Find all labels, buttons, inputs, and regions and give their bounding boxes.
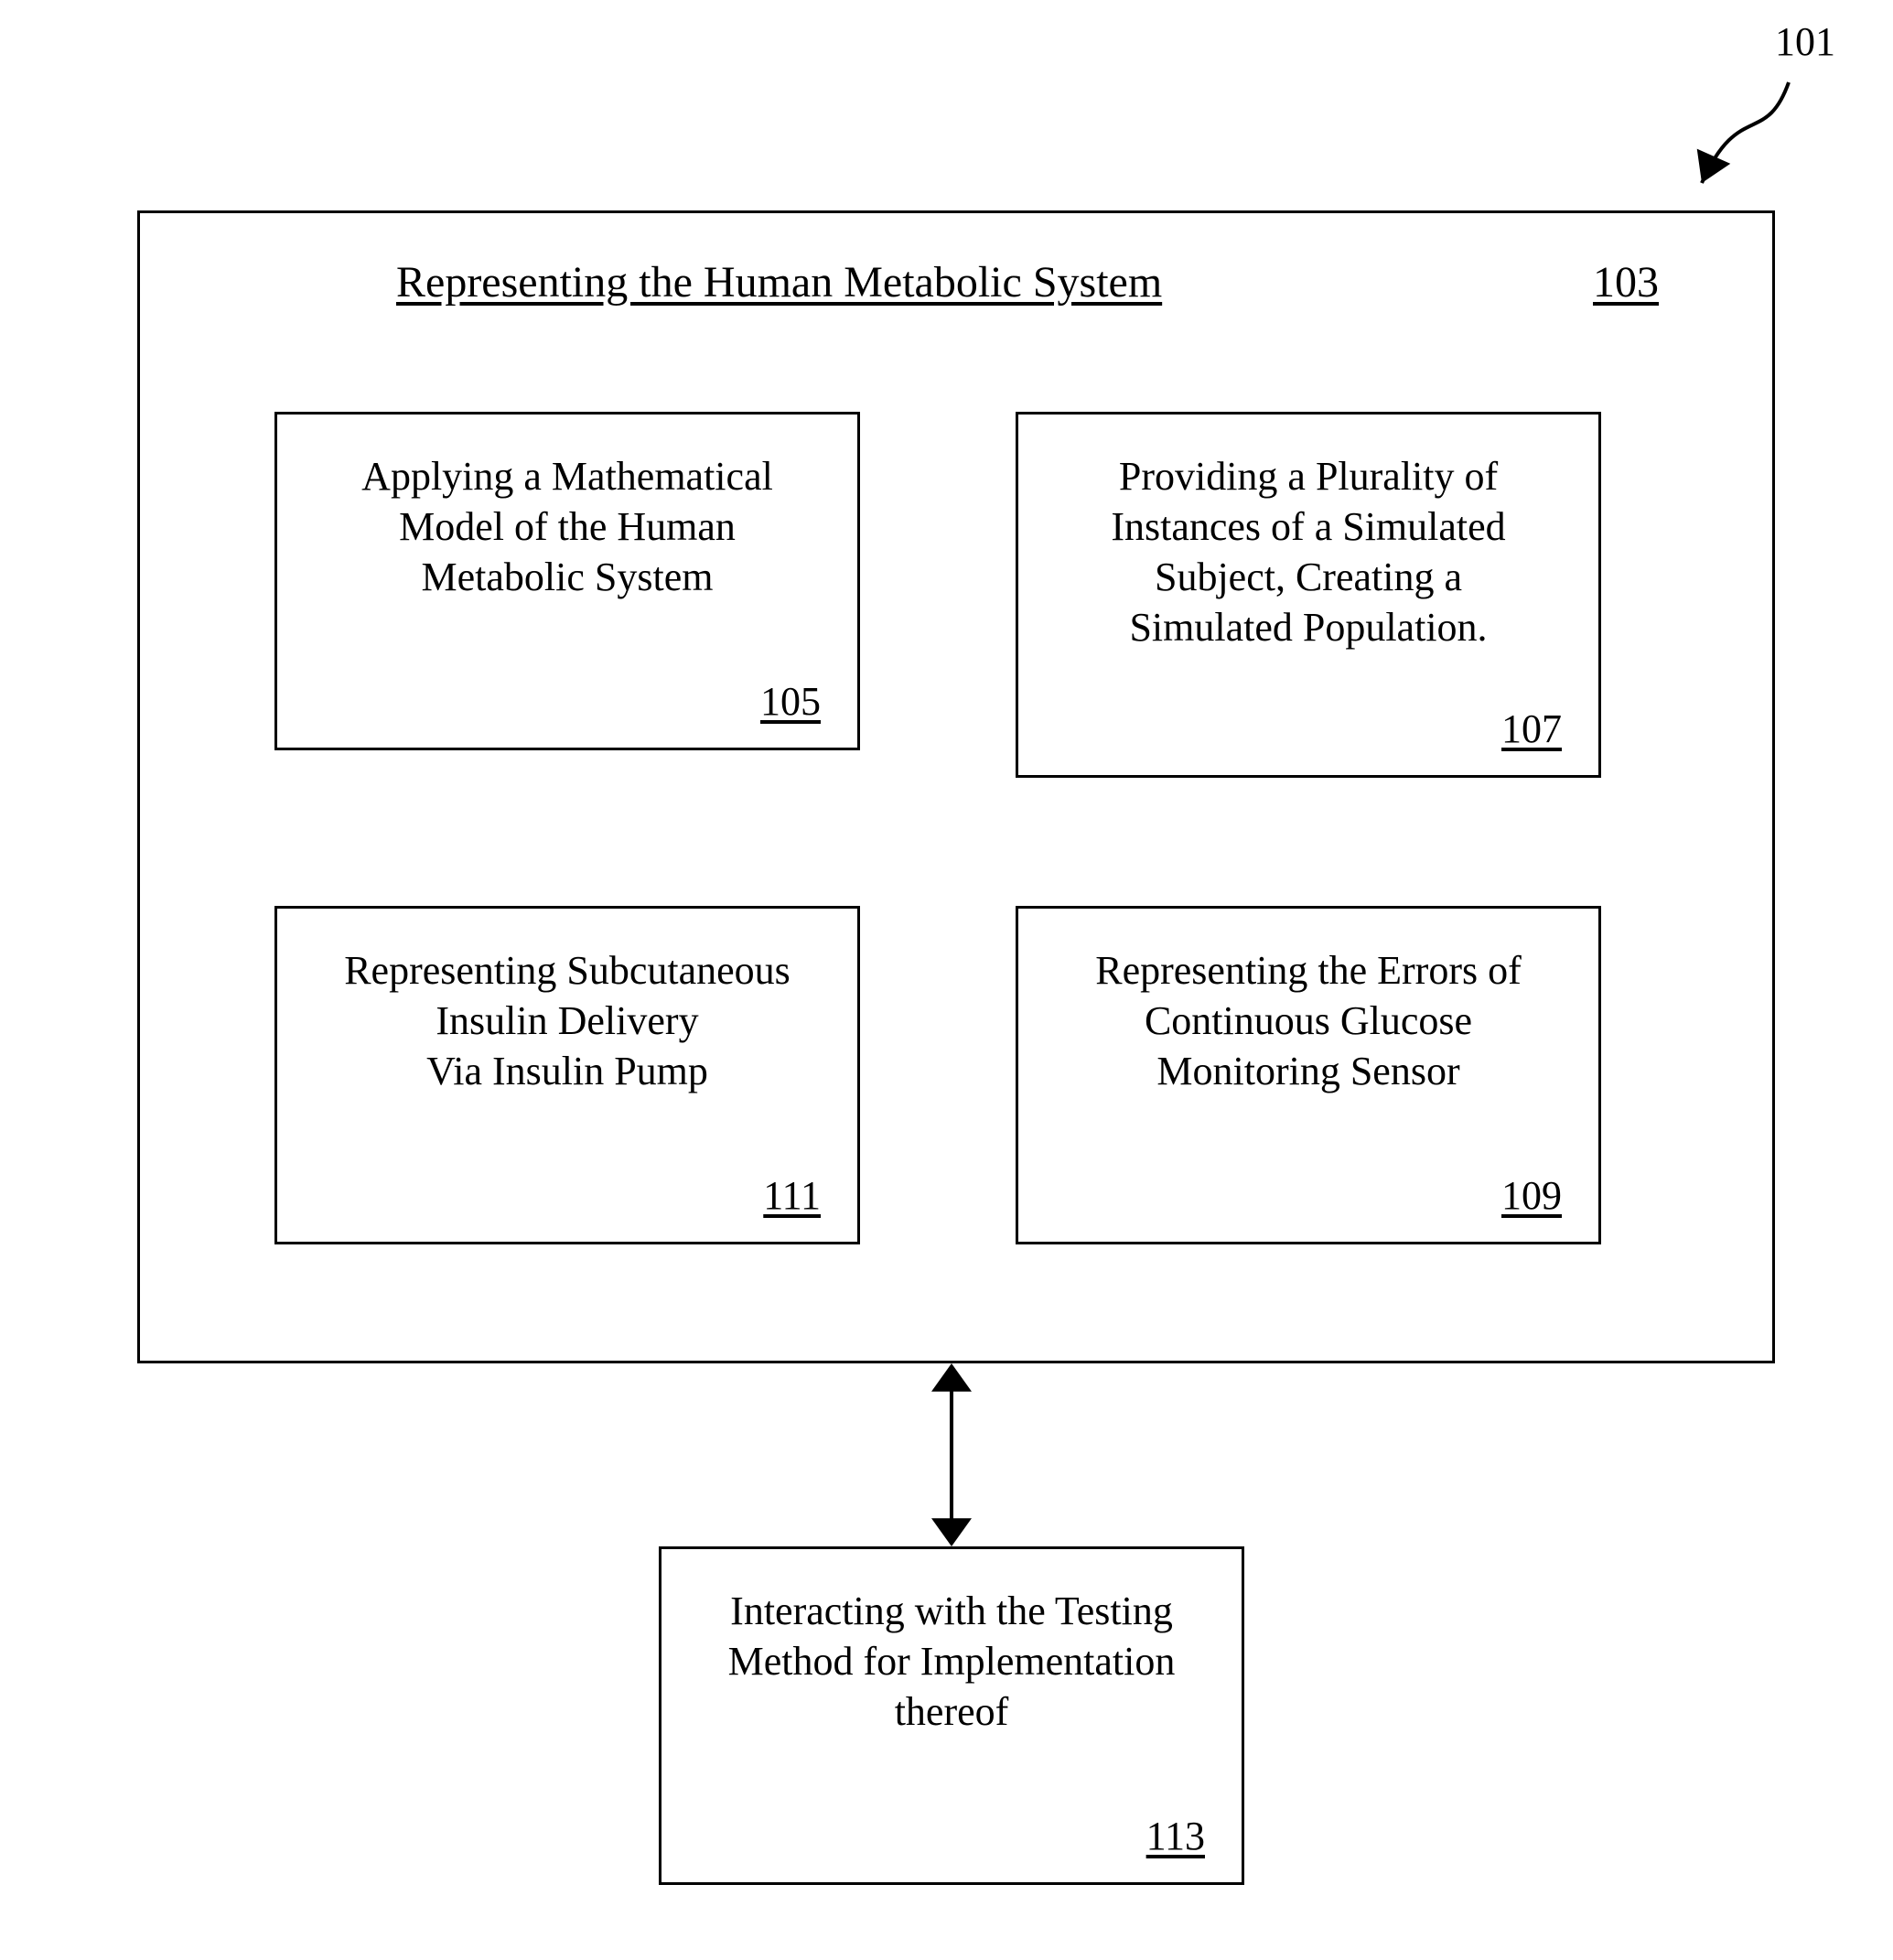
box-105-ref: 105 <box>760 678 821 725</box>
box-105-text: Applying a MathematicalModel of the Huma… <box>296 451 839 602</box>
box-113-text: Interacting with the TestingMethod for I… <box>680 1586 1223 1737</box>
box-109: Representing the Errors ofContinuous Glu… <box>1016 906 1601 1244</box>
box-113: Interacting with the TestingMethod for I… <box>659 1546 1244 1885</box>
diagram-root: 101 Representing the Human Metabolic Sys… <box>0 0 1893 1960</box>
box-111-text: Representing SubcutaneousInsulin Deliver… <box>296 945 839 1096</box>
main-title-row: Representing the Human Metabolic System … <box>396 257 1659 307</box>
box-111-ref: 111 <box>763 1172 821 1219</box>
pointer-label-101: 101 <box>1775 18 1835 65</box>
box-107: Providing a Plurality ofInstances of a S… <box>1016 412 1601 778</box>
main-title-text: Representing the Human Metabolic System <box>396 257 1162 307</box>
box-113-ref: 113 <box>1146 1813 1205 1859</box>
box-109-text: Representing the Errors ofContinuous Glu… <box>1037 945 1580 1096</box>
box-109-ref: 109 <box>1501 1172 1562 1219</box>
box-105: Applying a MathematicalModel of the Huma… <box>274 412 860 750</box>
main-title-ref: 103 <box>1593 257 1659 307</box>
box-107-text: Providing a Plurality ofInstances of a S… <box>1037 451 1580 652</box>
box-107-ref: 107 <box>1501 705 1562 752</box>
box-111: Representing SubcutaneousInsulin Deliver… <box>274 906 860 1244</box>
